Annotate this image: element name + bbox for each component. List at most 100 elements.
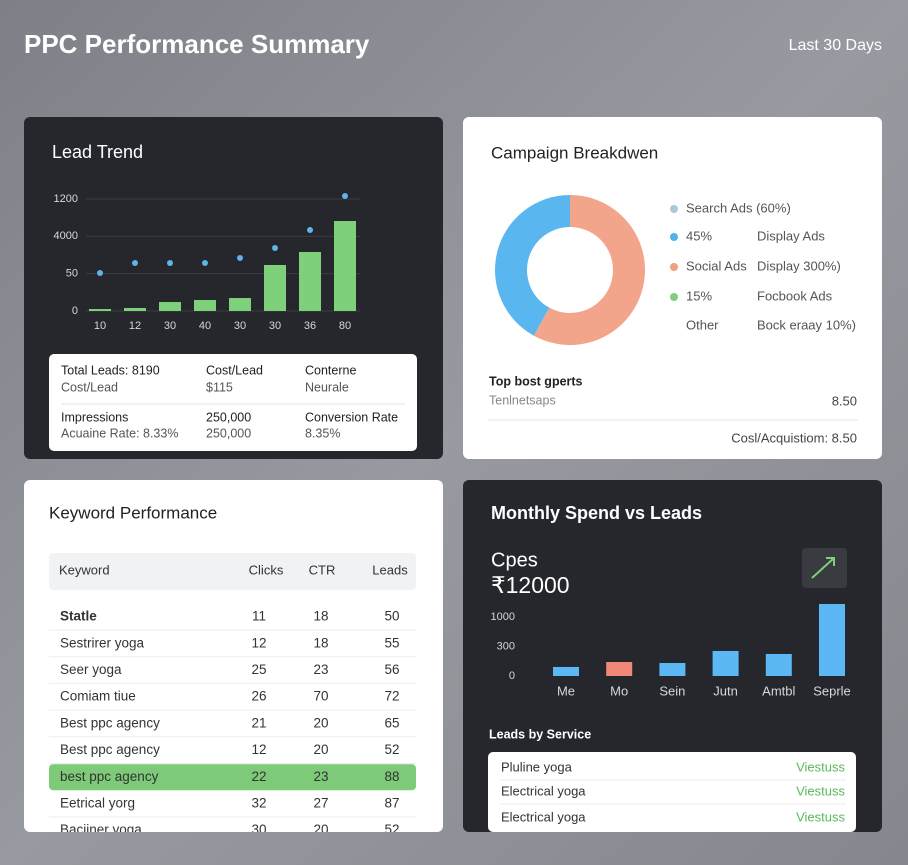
x-axis-label: Mo <box>610 683 628 698</box>
table-cell: Seer yoga <box>60 662 122 677</box>
x-axis-label: 36 <box>304 320 316 332</box>
y-axis-label: 50 <box>66 268 78 280</box>
service-title: Leads by Service <box>489 727 591 741</box>
legend-text: 15% <box>686 288 712 303</box>
line-point <box>167 260 173 267</box>
table-cell: 25 <box>251 662 266 677</box>
table-cell: 22 <box>251 769 266 784</box>
x-axis-label: 40 <box>199 320 211 332</box>
table-cell: 87 <box>384 795 399 810</box>
y-axis-label: 0 <box>72 305 78 317</box>
service-box <box>488 752 856 832</box>
bar <box>159 302 181 311</box>
table-cell: Comiam tiue <box>60 689 136 704</box>
table-cell: 70 <box>313 689 328 704</box>
x-axis-label: 30 <box>269 320 281 332</box>
line-point <box>132 260 138 267</box>
table-cell: 12 <box>251 742 266 757</box>
line-point <box>237 254 243 261</box>
service-status: Viestuss <box>796 809 845 824</box>
table-title: Keyword Performance <box>49 503 217 522</box>
legend-text: Focbook Ads <box>757 288 833 303</box>
bar <box>264 264 286 311</box>
table-cell: 26 <box>251 689 266 704</box>
table-cell: 30 <box>251 822 266 837</box>
x-axis-label: Seprle <box>813 683 851 698</box>
bar <box>553 666 579 676</box>
legend-text: Search Ads (60%) <box>686 200 791 215</box>
x-axis-label: 12 <box>129 320 141 332</box>
bar <box>819 604 845 676</box>
table-cell: Statle <box>60 609 97 624</box>
table-cell: 11 <box>252 609 266 624</box>
donut-segment <box>533 195 646 345</box>
table-cell: 72 <box>384 689 399 704</box>
legend-dot <box>670 293 678 301</box>
service-status: Viestuss <box>796 783 845 798</box>
bar <box>606 662 633 676</box>
table-cell: Sestrirer yoga <box>60 635 145 650</box>
table-cell: Best ppc agency <box>60 742 160 757</box>
x-axis-label: 30 <box>234 320 246 332</box>
period: Last 30 Days <box>789 37 882 54</box>
y-axis-label: 1000 <box>491 611 515 623</box>
table-cell: 56 <box>384 662 399 677</box>
line-point <box>342 193 348 200</box>
bar <box>659 663 686 676</box>
x-axis-label: 30 <box>164 320 176 332</box>
trend-icon-box <box>802 548 847 588</box>
monthly-panel <box>463 480 882 832</box>
bar <box>194 299 216 311</box>
chart-title: Campaign Breakdwen <box>491 143 658 162</box>
table-header-bg <box>49 553 416 590</box>
trend-icon <box>811 557 835 579</box>
summary-label: Tenlnetsaps <box>489 393 556 407</box>
summary-value: 8.50 <box>832 393 857 408</box>
chart-title: Monthly Spend vs Leads <box>491 503 702 523</box>
stat-text: 250,000 <box>206 426 251 440</box>
bar <box>765 653 792 676</box>
x-axis-label: 10 <box>94 320 106 332</box>
bar <box>712 650 739 676</box>
legend-text: Display 300%) <box>757 258 841 273</box>
legend-text: Social Ads <box>686 258 747 273</box>
summary-footer: Cosl/Acquistiom: 8.50 <box>731 430 857 445</box>
x-axis-label: Amtbl <box>762 683 795 698</box>
stat-text: Impressions <box>61 410 128 424</box>
bar <box>334 221 356 311</box>
table-cell: 12 <box>251 635 266 650</box>
stat-text: Cost/Lead <box>61 380 118 394</box>
stat-text: Cost/Lead <box>206 363 263 377</box>
legend-text: Other <box>686 317 719 332</box>
donut-segment <box>495 195 570 336</box>
stat-text: 8.35% <box>305 426 340 440</box>
legend-text: Bock eraay 10%) <box>757 317 856 332</box>
table-header: Keyword <box>59 562 110 577</box>
table-cell: 88 <box>384 769 399 784</box>
summary-heading: Top bost gperts <box>489 374 583 388</box>
x-axis-label: 80 <box>339 320 351 332</box>
metric-value: ₹12000 <box>491 572 570 598</box>
table-cell: 65 <box>384 715 399 730</box>
table-header: Leads <box>372 562 408 577</box>
stat-text: Conterne <box>305 363 356 377</box>
table-cell: 50 <box>384 609 399 624</box>
line-point <box>202 260 208 267</box>
stat-text: Neurale <box>305 380 349 394</box>
legend-dot <box>670 233 678 241</box>
x-axis-label: Sein <box>659 683 685 698</box>
table-cell: Eetrical yorg <box>60 795 135 810</box>
legend-dot <box>670 205 678 213</box>
y-axis-label: 0 <box>509 670 515 682</box>
page-title: PPC Performance Summary <box>24 29 370 59</box>
legend-dot <box>670 263 678 271</box>
stat-text: 250,000 <box>206 410 251 424</box>
legend-text: Display Ads <box>757 228 825 243</box>
x-axis-label: Me <box>557 683 575 698</box>
bar <box>89 309 111 311</box>
table-cell: 32 <box>251 795 266 810</box>
highlight-row <box>49 764 416 791</box>
service-name: Electrical yoga <box>501 809 586 824</box>
y-axis-label: 4000 <box>54 230 78 242</box>
legend-text: 45% <box>686 228 712 243</box>
